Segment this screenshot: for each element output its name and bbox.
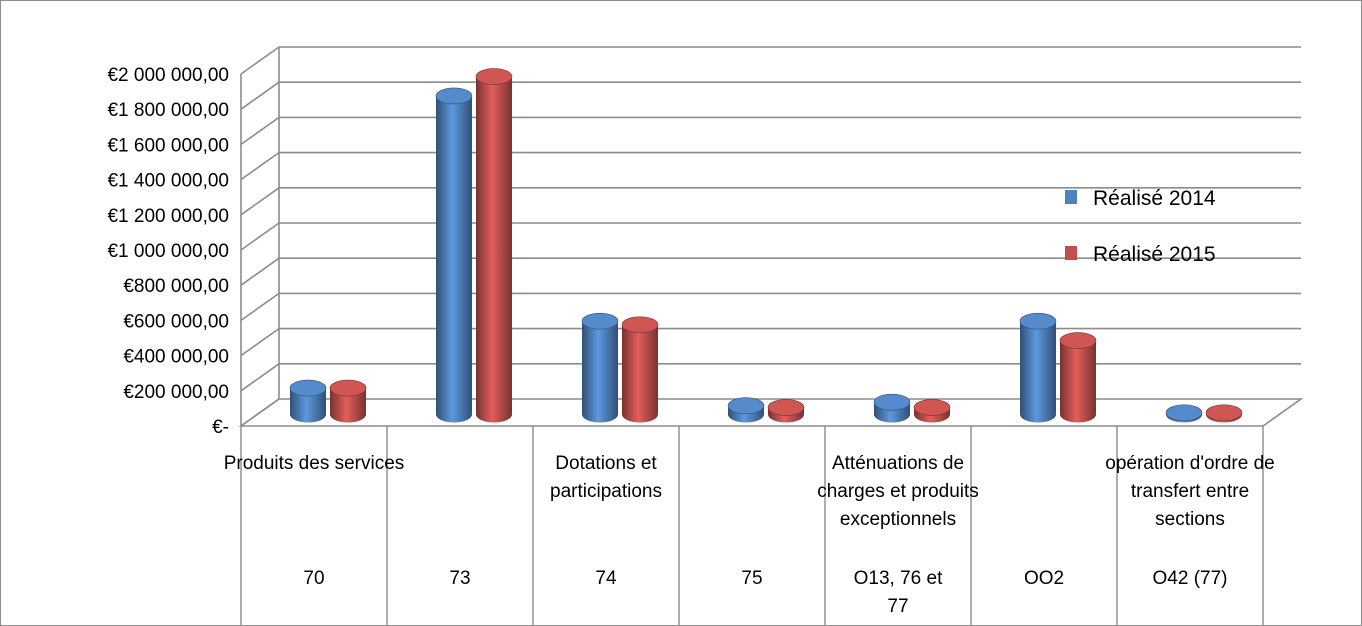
axes xyxy=(238,47,1304,427)
legend-label: Réalisé 2015 xyxy=(1093,243,1216,266)
bar xyxy=(289,379,327,423)
category-code: O13, 76 et xyxy=(854,568,943,589)
category-name: Dotations et xyxy=(555,453,657,474)
category-name: participations xyxy=(550,481,662,502)
bar xyxy=(873,393,911,423)
category-name: sections xyxy=(1155,509,1225,530)
bar xyxy=(727,397,765,423)
y-tick-label: €1 400 000,00 xyxy=(107,171,229,192)
y-tick-label: €1 800 000,00 xyxy=(107,100,229,121)
legend: Réalisé 2014 Réalisé 2015 xyxy=(1065,187,1216,266)
y-tick-label: €800 000,00 xyxy=(123,276,229,297)
legend-item: Réalisé 2015 xyxy=(1065,243,1216,266)
gridline xyxy=(240,46,1301,75)
gridline xyxy=(240,151,1301,181)
bar xyxy=(1205,404,1243,423)
legend-swatch xyxy=(1065,246,1077,260)
bar xyxy=(435,87,473,423)
bar xyxy=(621,316,659,423)
y-tick-label: €1 600 000,00 xyxy=(107,135,229,156)
floor xyxy=(238,398,1304,427)
y-tick-label: €1 000 000,00 xyxy=(107,241,229,262)
category-code: 70 xyxy=(303,568,324,589)
bar xyxy=(913,399,951,423)
legend-swatch xyxy=(1065,190,1077,204)
category-name: opération d'ordre de xyxy=(1105,453,1274,474)
category-code: 74 xyxy=(595,568,617,589)
gridline xyxy=(240,81,1301,110)
category-name: transfert entre xyxy=(1131,481,1249,502)
y-tick-label: €2 000 000,00 xyxy=(107,65,229,86)
category-name: exceptionnels xyxy=(840,509,956,530)
y-tick-label: €1 200 000,00 xyxy=(107,206,229,227)
category-code: 73 xyxy=(449,568,470,589)
bar xyxy=(1165,404,1203,423)
gridline xyxy=(240,292,1301,322)
bar xyxy=(581,312,619,423)
legend-item: Réalisé 2014 xyxy=(1065,187,1216,210)
gridlines xyxy=(240,46,1301,427)
bars xyxy=(289,68,1243,423)
y-tick-label: €- xyxy=(212,417,229,438)
category-name: Produits des services xyxy=(224,453,405,474)
category-labels: Produits des services 70 73 Dotations et par… xyxy=(224,453,1275,617)
gridline xyxy=(240,116,1301,146)
gridline xyxy=(240,327,1301,357)
category-code: 75 xyxy=(741,568,762,589)
category-code: 77 xyxy=(887,596,908,617)
category-table xyxy=(240,426,1264,625)
gridline xyxy=(240,362,1301,392)
category-code: O42 (77) xyxy=(1153,568,1228,589)
bar xyxy=(329,379,367,423)
category-code: OO2 xyxy=(1024,568,1064,589)
y-tick-labels: €- €200 000,00 €400 000,00 €600 000,00 €800 … xyxy=(107,65,229,438)
y-tick-label: €600 000,00 xyxy=(123,311,229,332)
y-tick-label: €400 000,00 xyxy=(123,347,229,368)
bar xyxy=(475,68,513,423)
bar xyxy=(1059,332,1097,423)
legend-label: Réalisé 2014 xyxy=(1093,187,1216,210)
category-name: Atténuations de xyxy=(832,453,964,474)
category-name: charges et produits xyxy=(817,481,979,502)
bar xyxy=(1019,312,1057,423)
bar xyxy=(767,399,805,423)
y-tick-label: €200 000,00 xyxy=(123,382,229,403)
